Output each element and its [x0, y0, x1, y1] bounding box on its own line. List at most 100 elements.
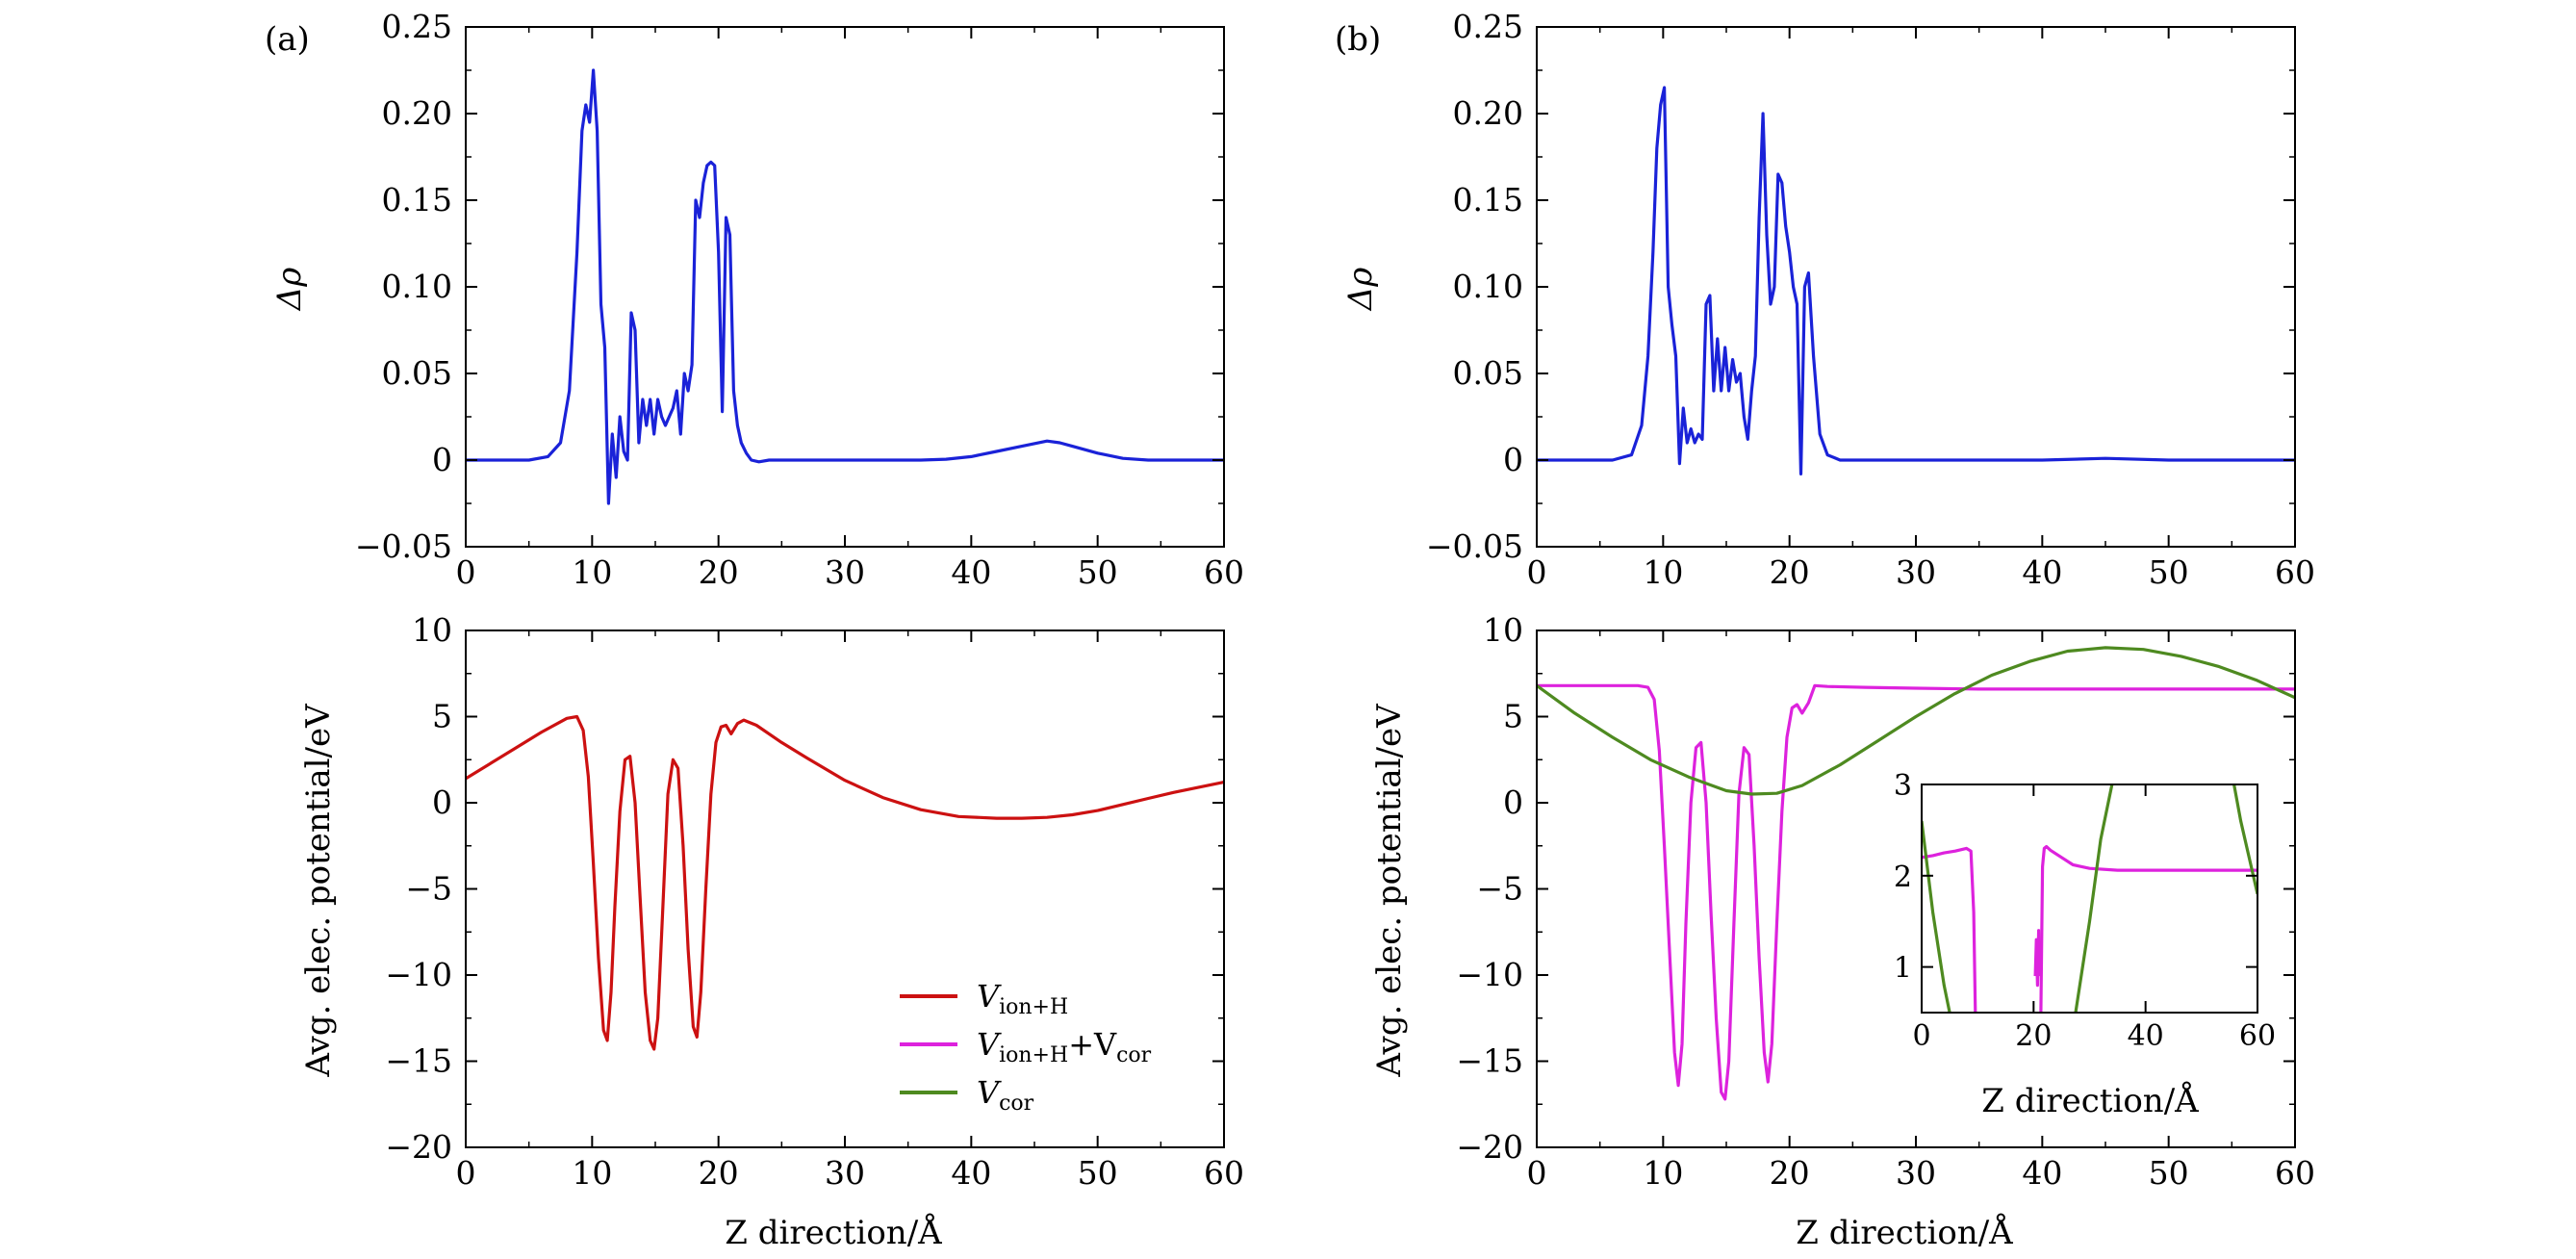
a-bottom-ylabel: Avg. elec. potential/eV: [299, 703, 338, 1078]
x-tick-label: 50: [2149, 1154, 2189, 1192]
y-tick-label: 0.10: [382, 268, 452, 305]
legend: Vion+H Vion+H+Vcor Vcor: [900, 978, 1152, 1116]
x-tick-label: 50: [1078, 1154, 1118, 1192]
x-tick-label: 30: [825, 1154, 865, 1192]
x-tick-label: 10: [1643, 553, 1683, 591]
x-tick-label: 40: [951, 553, 991, 591]
series-line-v_total-2: [2039, 844, 2257, 1013]
y-tick-label: −20: [1456, 1128, 1523, 1166]
x-tick-label: 30: [1896, 1154, 1936, 1192]
chart-b-inset: 0 20 40 60 1 2 3: [1894, 769, 2276, 1053]
x-tick-label: 0: [456, 553, 476, 591]
inset-xlabel: Z direction/Å: [1981, 1081, 2199, 1120]
y-tick-label: −10: [1456, 956, 1523, 993]
legend-entry-v-total: Vion+H+Vcor: [977, 1026, 1152, 1067]
series-group: [1537, 86, 2295, 475]
series-group: [466, 68, 1224, 505]
x-tick-label: 40: [2022, 553, 2062, 591]
y-tick-label: −20: [385, 1128, 452, 1166]
x-tick-label: 50: [1078, 553, 1118, 591]
y-tick-label: −5: [1476, 870, 1523, 908]
y-tick-label: 0.05: [1453, 354, 1523, 392]
x-tick-label: 10: [572, 1154, 612, 1192]
x-tick-label: 0: [456, 1154, 476, 1192]
y-tick-label: 3: [1894, 769, 1912, 803]
y-tick-label: 5: [432, 698, 452, 735]
b-top-ylabel: Δρ: [1341, 268, 1380, 313]
y-tick-label: 0.25: [382, 8, 452, 45]
series-line-charge: [1537, 86, 2295, 475]
x-tick-label: 60: [1204, 553, 1244, 591]
y-tick-label: 0: [1503, 784, 1523, 821]
y-tick-label: 0.15: [382, 181, 452, 218]
x-tick-label: 20: [699, 1154, 739, 1192]
y-tick-label: 10: [1483, 611, 1523, 649]
x-tick-label: 60: [2239, 1019, 2276, 1053]
y-tick-label: 0.25: [1453, 8, 1523, 45]
x-tick-label: 10: [1643, 1154, 1683, 1192]
x-tick-label: 20: [2015, 1019, 2052, 1053]
y-tick-label: −15: [385, 1042, 452, 1080]
plot-frame: [465, 630, 1225, 1148]
x-tick-label: 40: [2128, 1019, 2164, 1053]
x-tick-label: 20: [1770, 1154, 1810, 1192]
a-top-ylabel: Δρ: [270, 268, 309, 313]
b-bottom-xlabel: Z direction/Å: [1796, 1213, 2013, 1252]
series-line-v_total-0: [1922, 846, 1977, 1013]
series-line-v_ion_h: [466, 714, 1224, 1051]
legend-entry-v-cor: Vcor: [977, 1074, 1034, 1116]
x-tick-label: 60: [1204, 1154, 1244, 1192]
series-line-v_cor-1: [2074, 784, 2114, 1013]
y-tick-label: −15: [1456, 1042, 1523, 1080]
series-line-v_total-1: [2033, 929, 2042, 988]
y-tick-label: 10: [412, 611, 452, 649]
y-tick-label: 0.10: [1453, 268, 1523, 305]
series-line-charge: [466, 68, 1224, 505]
y-tick-label: 1: [1894, 952, 1912, 986]
panel-a-label: (a): [265, 20, 310, 59]
series-group: [1537, 646, 2295, 1101]
x-tick-label: 0: [1527, 1154, 1547, 1192]
y-tick-label: −10: [385, 956, 452, 993]
x-tick-label: 60: [2275, 553, 2315, 591]
inset-background: [1922, 784, 2257, 1013]
y-tick-label: 5: [1503, 698, 1523, 735]
x-tick-label: 30: [1896, 553, 1936, 591]
y-tick-label: 0: [432, 441, 452, 478]
y-tick-label: 0.15: [1453, 181, 1523, 218]
x-tick-label: 0: [1527, 553, 1547, 591]
y-tick-label: −0.05: [1426, 527, 1523, 565]
x-tick-label: 60: [2275, 1154, 2315, 1192]
y-tick-label: 0: [1503, 441, 1523, 478]
y-tick-label: 0.20: [1453, 94, 1523, 132]
y-tick-label: −5: [405, 870, 452, 908]
series-group: [1922, 784, 2257, 1013]
x-tick-label: 40: [2022, 1154, 2062, 1192]
y-tick-label: 0: [432, 784, 452, 821]
a-bottom-xlabel: Z direction/Å: [725, 1213, 942, 1252]
series-group: [466, 714, 1224, 1051]
plot-frame: [1921, 784, 2258, 1014]
chart-a-bottom: 0 10 20 30 40 50 60 −20 −15 −10 −5 0 5 10: [385, 611, 1244, 1192]
x-tick-label: 50: [2149, 553, 2189, 591]
x-tick-label: 0: [1912, 1019, 1930, 1053]
series-line-v_total: [1537, 683, 2295, 1101]
x-tick-label: 20: [699, 553, 739, 591]
x-tick-label: 10: [572, 553, 612, 591]
x-tick-label: 20: [1770, 553, 1810, 591]
y-tick-label: 2: [1894, 861, 1912, 894]
x-tick-label: 30: [825, 553, 865, 591]
y-tick-label: 0.05: [382, 354, 452, 392]
series-line-v_cor: [1537, 646, 2295, 796]
series-line-v_cor-0: [1922, 820, 1951, 1013]
plot-frame: [465, 26, 1225, 548]
y-tick-label: 0.20: [382, 94, 452, 132]
x-tick-label: 40: [951, 1154, 991, 1192]
legend-entry-v-ion-h: Vion+H: [977, 978, 1068, 1019]
panel-b-label: (b): [1335, 20, 1381, 59]
y-tick-label: −0.05: [355, 527, 452, 565]
